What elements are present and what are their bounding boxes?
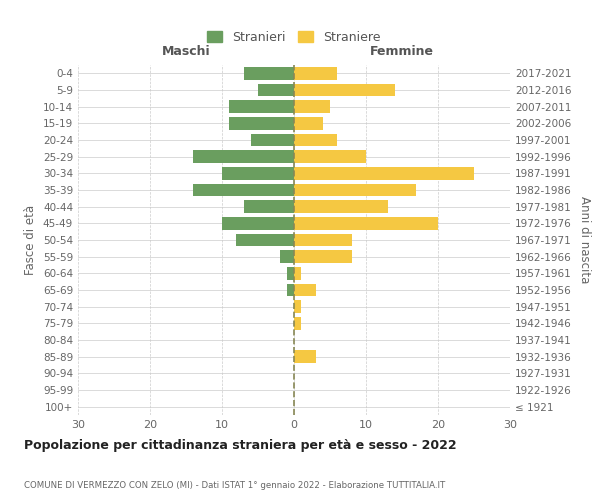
Bar [236,234,294,246]
Bar [294,267,301,280]
Y-axis label: Anni di nascita: Anni di nascita [578,196,591,284]
Bar [294,234,352,246]
Bar [222,217,294,230]
Bar [193,184,294,196]
Bar [287,284,294,296]
Bar [294,100,330,113]
Bar [294,84,395,96]
Bar [287,267,294,280]
Y-axis label: Fasce di età: Fasce di età [25,205,37,275]
Text: Femmine: Femmine [370,45,434,58]
Bar [229,117,294,130]
Bar [280,250,294,263]
Bar [294,284,316,296]
Bar [294,117,323,130]
Bar [294,167,474,179]
Bar [193,150,294,163]
Bar [294,150,366,163]
Text: COMUNE DI VERMEZZO CON ZELO (MI) - Dati ISTAT 1° gennaio 2022 - Elaborazione TUT: COMUNE DI VERMEZZO CON ZELO (MI) - Dati … [24,481,445,490]
Text: Popolazione per cittadinanza straniera per età e sesso - 2022: Popolazione per cittadinanza straniera p… [24,440,457,452]
Bar [294,200,388,213]
Bar [294,250,352,263]
Bar [222,167,294,179]
Bar [294,300,301,313]
Bar [294,134,337,146]
Text: Maschi: Maschi [161,45,211,58]
Bar [258,84,294,96]
Legend: Stranieri, Straniere: Stranieri, Straniere [202,26,386,49]
Bar [251,134,294,146]
Bar [244,200,294,213]
Bar [294,317,301,330]
Bar [294,67,337,80]
Bar [244,67,294,80]
Bar [229,100,294,113]
Bar [294,217,438,230]
Bar [294,184,416,196]
Bar [294,350,316,363]
